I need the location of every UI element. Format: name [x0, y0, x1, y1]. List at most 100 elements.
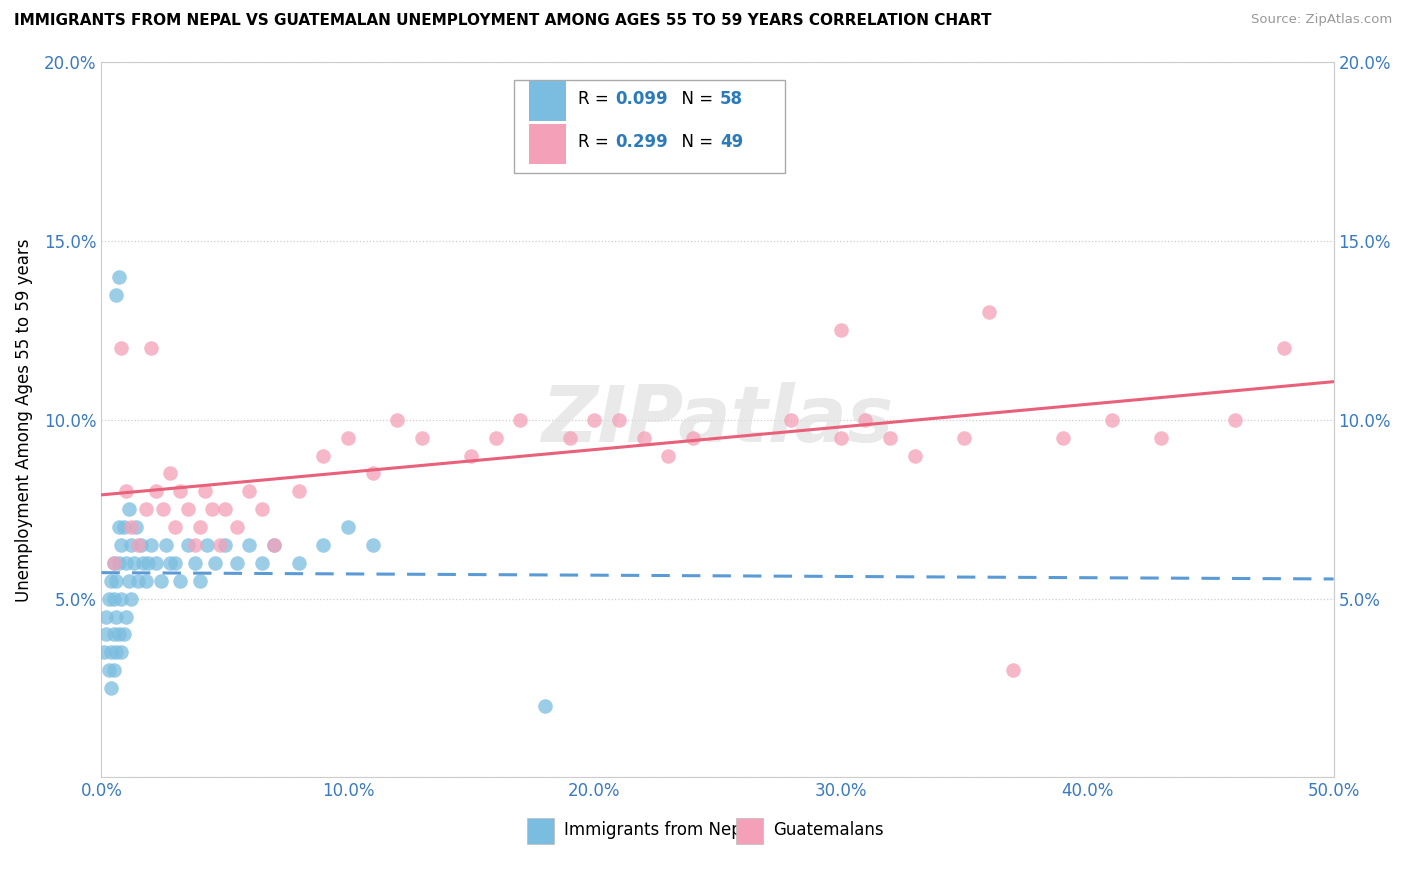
Text: IMMIGRANTS FROM NEPAL VS GUATEMALAN UNEMPLOYMENT AMONG AGES 55 TO 59 YEARS CORRE: IMMIGRANTS FROM NEPAL VS GUATEMALAN UNEM…: [14, 13, 991, 29]
Point: [1101, 413, 1123, 427]
Point: [159, 556, 181, 570]
FancyBboxPatch shape: [515, 80, 786, 173]
Point: [194, 484, 217, 499]
Point: [100, 681, 122, 695]
Point: [103, 591, 125, 606]
Point: [129, 538, 152, 552]
Point: [107, 556, 129, 570]
FancyBboxPatch shape: [529, 124, 567, 164]
Point: [139, 341, 162, 355]
Point: [534, 698, 557, 713]
Point: [97, 663, 120, 677]
Point: [110, 591, 132, 606]
Point: [509, 413, 531, 427]
Point: [1052, 431, 1074, 445]
Text: N =: N =: [671, 90, 718, 108]
Point: [100, 574, 122, 588]
Point: [197, 538, 219, 552]
Point: [188, 520, 211, 534]
Point: [780, 413, 803, 427]
Point: [97, 591, 120, 606]
Point: [226, 520, 249, 534]
Point: [208, 538, 231, 552]
Point: [120, 538, 142, 552]
Point: [132, 556, 155, 570]
Point: [103, 556, 125, 570]
Point: [155, 538, 177, 552]
Point: [110, 538, 132, 552]
Point: [633, 431, 655, 445]
Point: [135, 574, 157, 588]
Point: [105, 287, 128, 301]
Text: Source: ZipAtlas.com: Source: ZipAtlas.com: [1251, 13, 1392, 27]
Text: 0.299: 0.299: [616, 133, 668, 152]
Point: [657, 449, 679, 463]
Point: [117, 502, 139, 516]
Point: [1272, 341, 1295, 355]
Point: [165, 556, 187, 570]
Point: [657, 145, 679, 159]
Point: [184, 538, 207, 552]
Point: [110, 645, 132, 659]
Point: [830, 431, 852, 445]
Text: Guatemalans: Guatemalans: [773, 821, 883, 838]
Text: R =: R =: [578, 133, 614, 152]
Point: [201, 502, 224, 516]
Point: [135, 502, 157, 516]
Point: [204, 556, 226, 570]
Text: R =: R =: [578, 90, 614, 108]
Point: [1150, 431, 1173, 445]
Y-axis label: Unemployment Among Ages 55 to 59 years: Unemployment Among Ages 55 to 59 years: [15, 238, 32, 601]
Point: [1002, 663, 1025, 677]
Point: [96, 609, 118, 624]
Point: [115, 484, 138, 499]
Point: [485, 431, 508, 445]
Point: [112, 627, 135, 641]
Point: [169, 484, 191, 499]
Point: [103, 627, 125, 641]
Point: [159, 467, 181, 481]
Point: [169, 574, 191, 588]
Point: [105, 645, 128, 659]
Point: [411, 431, 433, 445]
Point: [460, 449, 482, 463]
Point: [165, 520, 187, 534]
Point: [96, 627, 118, 641]
Point: [361, 467, 384, 481]
Point: [188, 574, 211, 588]
Point: [127, 538, 149, 552]
Text: Immigrants from Nepal: Immigrants from Nepal: [564, 821, 756, 838]
Point: [136, 556, 159, 570]
Point: [100, 645, 122, 659]
FancyBboxPatch shape: [527, 818, 554, 844]
Point: [115, 609, 138, 624]
Text: N =: N =: [671, 133, 718, 152]
Point: [361, 538, 384, 552]
Text: 58: 58: [720, 90, 742, 108]
Point: [830, 323, 852, 337]
Point: [117, 574, 139, 588]
Point: [184, 556, 207, 570]
Point: [120, 520, 142, 534]
Point: [558, 431, 581, 445]
Point: [287, 556, 309, 570]
Point: [107, 627, 129, 641]
Point: [250, 556, 273, 570]
Point: [879, 431, 901, 445]
Point: [110, 341, 132, 355]
Point: [385, 413, 408, 427]
Point: [139, 538, 162, 552]
Point: [855, 413, 877, 427]
Point: [250, 502, 273, 516]
Point: [312, 538, 335, 552]
Point: [336, 520, 359, 534]
Text: 49: 49: [720, 133, 744, 152]
Point: [287, 484, 309, 499]
Point: [607, 413, 630, 427]
Point: [263, 538, 285, 552]
Point: [103, 663, 125, 677]
Point: [145, 556, 167, 570]
Point: [149, 574, 172, 588]
Point: [105, 609, 128, 624]
Point: [953, 431, 976, 445]
